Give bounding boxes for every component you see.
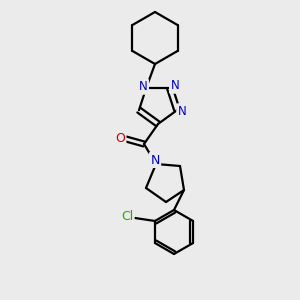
Text: O: O [115,131,125,145]
Text: Cl: Cl [121,209,133,223]
Text: N: N [178,105,186,118]
Text: N: N [150,154,160,166]
Text: N: N [139,80,148,93]
Text: N: N [170,79,179,92]
